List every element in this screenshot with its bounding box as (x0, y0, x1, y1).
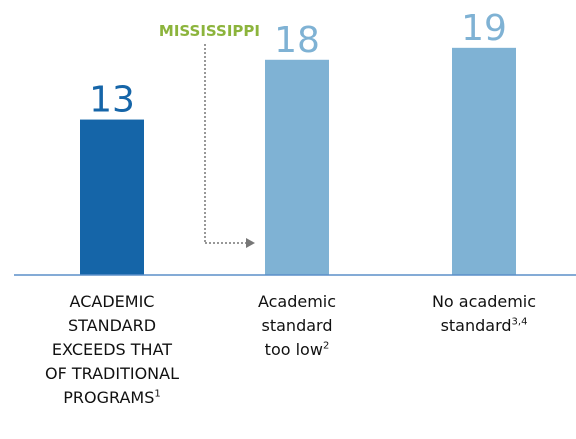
x-tick-label: No academic standard3,4 (419, 290, 549, 338)
annotation: MISSISSIPPI (159, 22, 260, 40)
bar (265, 59, 329, 275)
x-tick-label: ACADEMIC STANDARD EXCEEDS THAT OF TRADIT… (42, 290, 182, 410)
footnote-marker: 2 (322, 340, 330, 352)
footnote-marker: 1 (154, 388, 161, 400)
category-text: Academic standard too low (257, 292, 337, 359)
value-label: 18 (274, 20, 320, 61)
value-label: 13 (89, 80, 135, 121)
x-tick-label: Academic standard too low2 (251, 290, 343, 362)
category-text: ACADEMIC STANDARD EXCEEDS THAT OF TRADIT… (44, 292, 180, 407)
bar (452, 47, 516, 276)
category-text: No academic standard (431, 292, 537, 335)
bar (80, 119, 144, 275)
footnote-marker: 3,4 (511, 316, 528, 328)
annotation-arrowhead (246, 238, 255, 248)
value-label: 19 (461, 8, 507, 49)
